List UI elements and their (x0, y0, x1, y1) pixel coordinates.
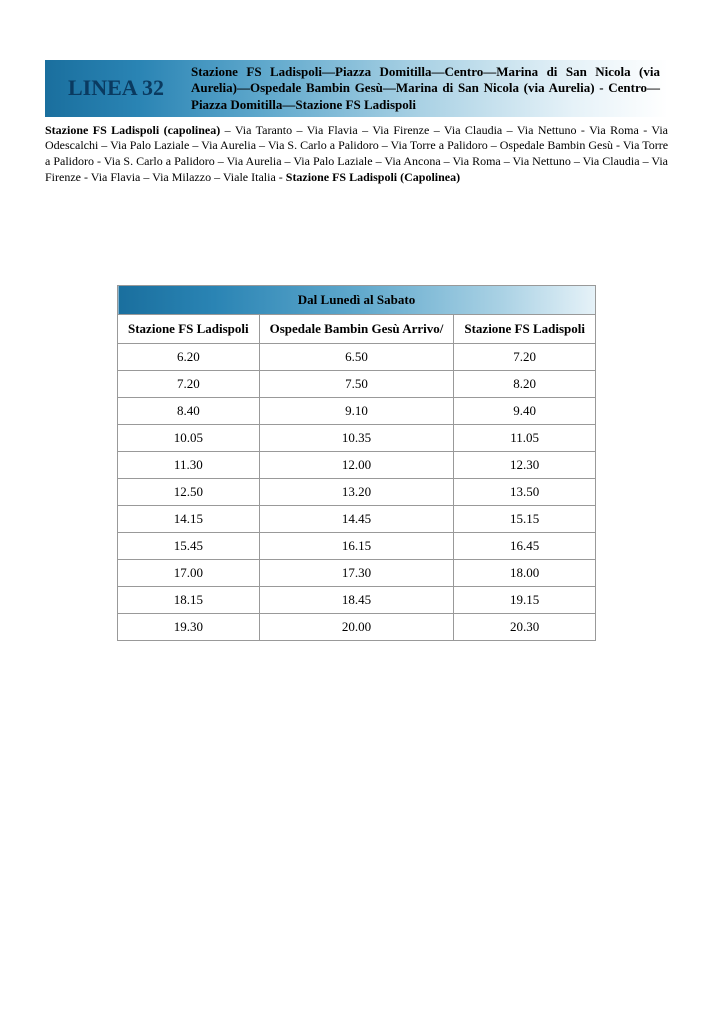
page: LINEA 32 Stazione FS Ladispoli—Piazza Do… (0, 0, 713, 681)
cell: 13.50 (454, 478, 596, 505)
line-number: LINEA 32 (45, 60, 187, 117)
schedule-wrapper: Dal Lunedì al Sabato Stazione FS Ladispo… (45, 285, 668, 641)
cell: 16.15 (259, 532, 454, 559)
cell: 7.20 (454, 343, 596, 370)
cell: 9.10 (259, 397, 454, 424)
stops-start-bold: Stazione FS Ladispoli (capolinea) (45, 123, 220, 137)
cell: 11.30 (118, 451, 260, 478)
route-description: Stazione FS Ladispoli—Piazza Domitilla—C… (187, 60, 668, 117)
table-row: 15.4516.1516.45 (118, 532, 596, 559)
table-row: 17.0017.3018.00 (118, 559, 596, 586)
cell: 6.50 (259, 343, 454, 370)
cell: 6.20 (118, 343, 260, 370)
cell: 10.35 (259, 424, 454, 451)
cell: 17.30 (259, 559, 454, 586)
cell: 19.30 (118, 613, 260, 640)
table-row: 7.207.508.20 (118, 370, 596, 397)
schedule-title: Dal Lunedì al Sabato (118, 286, 596, 315)
cell: 12.00 (259, 451, 454, 478)
cell: 18.45 (259, 586, 454, 613)
cell: 7.50 (259, 370, 454, 397)
cell: 12.50 (118, 478, 260, 505)
table-row: 6.206.507.20 (118, 343, 596, 370)
cell: 16.45 (454, 532, 596, 559)
cell: 14.45 (259, 505, 454, 532)
stops-end-bold: Stazione FS Ladispoli (Capolinea) (286, 170, 460, 184)
cell: 7.20 (118, 370, 260, 397)
cell: 18.15 (118, 586, 260, 613)
header-banner: LINEA 32 Stazione FS Ladispoli—Piazza Do… (45, 60, 668, 117)
cell: 8.20 (454, 370, 596, 397)
cell: 19.15 (454, 586, 596, 613)
cell: 13.20 (259, 478, 454, 505)
table-row: 12.5013.2013.50 (118, 478, 596, 505)
cell: 12.30 (454, 451, 596, 478)
schedule-header-row: Stazione FS Ladispoli Ospedale Bambin Ge… (118, 315, 596, 344)
cell: 15.15 (454, 505, 596, 532)
cell: 9.40 (454, 397, 596, 424)
cell: 15.45 (118, 532, 260, 559)
cell: 20.00 (259, 613, 454, 640)
cell: 8.40 (118, 397, 260, 424)
table-row: 14.1514.4515.15 (118, 505, 596, 532)
col-header-0: Stazione FS Ladispoli (118, 315, 260, 344)
cell: 18.00 (454, 559, 596, 586)
table-row: 8.409.109.40 (118, 397, 596, 424)
col-header-1: Ospedale Bambin Gesù Arrivo/ (259, 315, 454, 344)
table-row: 11.3012.0012.30 (118, 451, 596, 478)
cell: 10.05 (118, 424, 260, 451)
schedule-table: Dal Lunedì al Sabato Stazione FS Ladispo… (117, 285, 596, 641)
cell: 11.05 (454, 424, 596, 451)
table-row: 18.1518.4519.15 (118, 586, 596, 613)
cell: 17.00 (118, 559, 260, 586)
table-row: 19.3020.0020.30 (118, 613, 596, 640)
cell: 14.15 (118, 505, 260, 532)
col-header-2: Stazione FS Ladispoli (454, 315, 596, 344)
cell: 20.30 (454, 613, 596, 640)
table-row: 10.0510.3511.05 (118, 424, 596, 451)
schedule-body: 6.206.507.20 7.207.508.20 8.409.109.40 1… (118, 343, 596, 640)
stops-list: Stazione FS Ladispoli (capolinea) – Via … (45, 123, 668, 185)
